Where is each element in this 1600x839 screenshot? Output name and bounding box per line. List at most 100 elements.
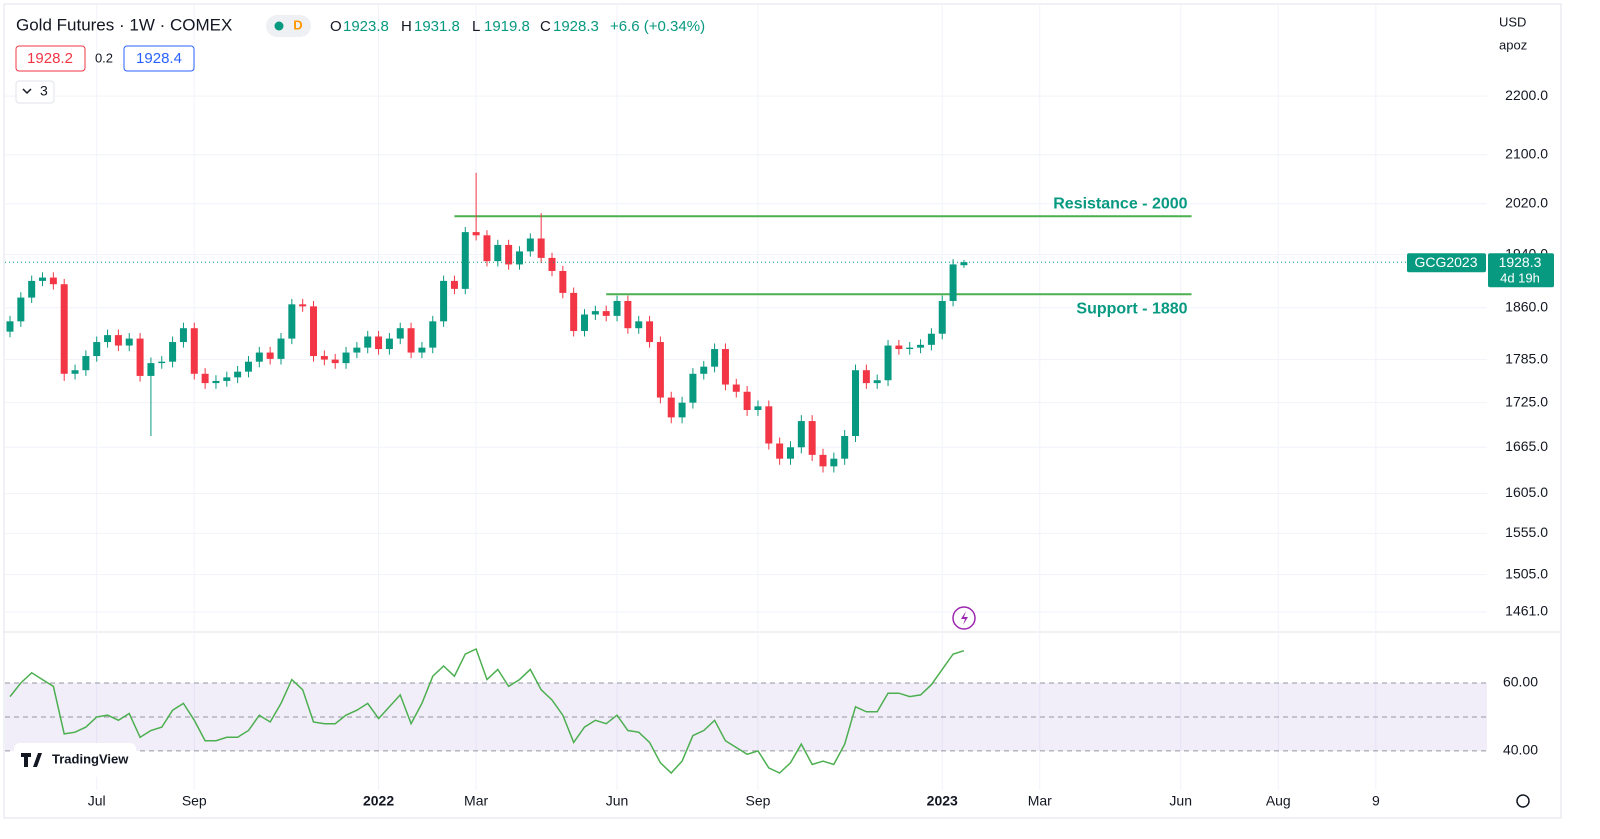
candle-body [299,304,307,307]
y-tick-label: 1605.0 [1505,484,1548,500]
symbol-tag [1407,253,1486,273]
candle-body [461,232,469,289]
candle-body [526,238,534,252]
candle-body [93,342,101,357]
candle-body [17,297,25,322]
candle-body [927,333,935,345]
candle-body [407,328,415,353]
price-tag-text: 1928.3 [1499,254,1542,270]
candle-body [266,352,274,359]
y-tick-label: 1555.0 [1505,524,1548,540]
x-tick-label: Mar [1028,793,1052,809]
candle-body [375,336,383,350]
candle-body [602,311,610,316]
candle-body [743,391,751,410]
candle-body [559,270,567,293]
candle-body [873,380,881,384]
candle-body [754,406,762,410]
candle-body [700,366,708,374]
candle-body [114,335,122,346]
candle-body [255,352,263,362]
x-tick-label: 2023 [927,793,958,809]
candle-body [581,314,589,331]
candle-body [656,342,664,398]
candle-body [537,238,545,258]
y-tick-label: 1665.0 [1505,438,1548,454]
countdown: 4d 19h [1500,271,1540,286]
candle-body [786,447,794,459]
candle-body [158,361,166,364]
candle-body [689,373,697,403]
candle-body [234,371,242,378]
candle-body [960,262,968,266]
candle-body [60,284,68,374]
candle-body [667,397,675,418]
candle-body [104,335,112,343]
candle-body [169,342,177,362]
candle-body [49,277,57,285]
y-tick-label: 1725.0 [1505,393,1548,409]
candle-body [223,377,231,381]
candle-body [39,277,47,281]
candle-body [852,370,860,436]
candle-body [244,361,252,372]
candle-body [678,402,686,418]
x-tick-label: Jul [88,793,106,809]
candle-body [884,345,892,381]
candle-body [906,347,914,350]
y-tick-label: 2100.0 [1505,145,1548,161]
y-tick-label: 1785.0 [1505,350,1548,366]
candle-body [797,421,805,448]
candle-body [353,347,361,353]
candle-body [646,321,654,343]
x-tick-label: Sep [182,793,207,809]
y-tick-label: 2200.0 [1505,87,1548,103]
x-tick-label: 9 [1372,793,1380,809]
candle-body [765,406,773,444]
candle-body [635,321,643,329]
candle-body [949,264,957,301]
candle-body [450,280,458,289]
candle-body [277,338,285,359]
candle-body [841,435,849,459]
candle-body [548,257,556,271]
candle-body [201,373,209,384]
candle-body [732,384,740,392]
candle-body [505,244,513,265]
y-tick-label: 1461.0 [1505,603,1548,619]
y-tick-label: 1505.0 [1505,565,1548,581]
candle-body [190,328,198,374]
candle-body [830,458,838,467]
candle-body [136,338,144,376]
candle-body [429,321,437,348]
price-tag [1488,253,1554,288]
y-tick-label: 2020.0 [1505,194,1548,210]
candle-body [570,292,578,331]
candle-body [212,380,220,384]
rsi-tick-label: 60.00 [1503,674,1538,690]
candle-body [624,300,632,329]
x-tick-label: Aug [1266,793,1291,809]
x-tick-label: Jun [606,793,629,809]
candle-body [71,370,79,374]
candle-body [147,363,155,376]
candle-body [591,311,599,315]
candle-body [862,370,870,384]
candle-body [895,345,903,350]
candle-body [917,344,925,348]
symbol-tag-text: GCG2023 [1414,254,1477,270]
x-tick-label: 2022 [363,793,394,809]
candle-body [483,235,491,262]
rsi-tick-label: 40.00 [1503,742,1538,758]
y-tick-label: 1860.0 [1505,298,1548,314]
candle-body [288,304,296,339]
candle-body [472,232,480,236]
candle-body [6,321,14,332]
candle-body [613,300,621,316]
candle-body [515,251,523,265]
candle-body [776,443,784,459]
frame [3,3,1562,819]
candle-body [364,336,372,348]
